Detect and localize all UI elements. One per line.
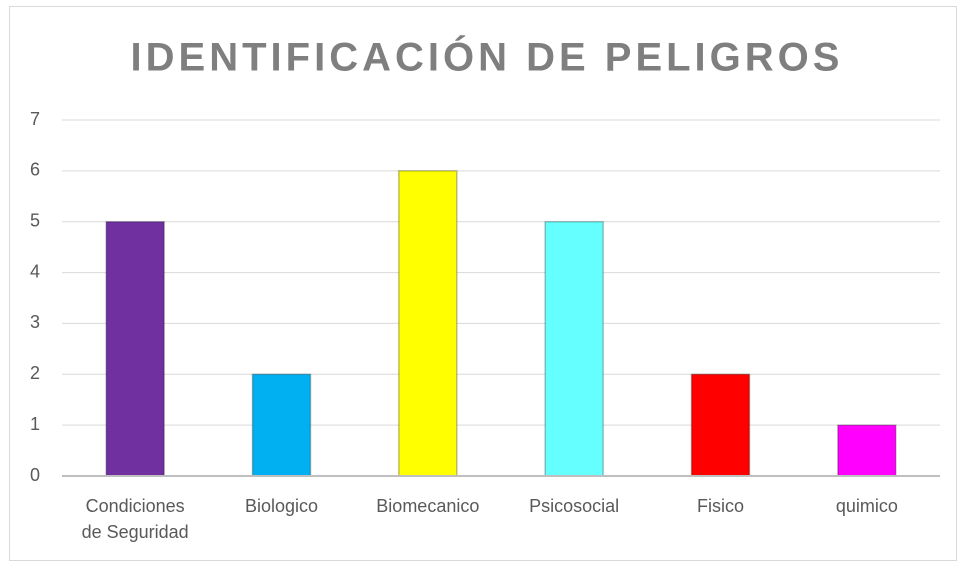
bar	[398, 170, 458, 477]
y-tick-label: 5	[30, 210, 40, 230]
y-tick-label: 0	[30, 465, 40, 485]
bar	[105, 220, 165, 477]
y-tick-label: 4	[30, 261, 40, 281]
x-tick-label: Biomecanico	[376, 496, 480, 516]
y-tick-label: 2	[30, 363, 40, 383]
y-tick-label: 7	[30, 109, 40, 129]
bar	[251, 373, 312, 477]
bar	[544, 220, 604, 477]
chart-title: IDENTIFICACIÓN DE PELIGROS	[131, 34, 844, 80]
bar	[690, 373, 751, 477]
y-tick-label: 3	[30, 312, 40, 332]
x-tick-label: Psicosocial	[529, 496, 620, 516]
y-tick-label: 6	[30, 160, 40, 180]
chart-border	[9, 6, 957, 561]
y-tick-label: 1	[30, 414, 40, 434]
x-tick-label: Fisico	[696, 496, 744, 516]
x-tick-label: quimico	[835, 496, 898, 516]
x-tick-label: Condiciones de Seguridad	[81, 496, 189, 542]
bar	[837, 424, 897, 477]
x-tick-label: Biologico	[244, 496, 319, 516]
